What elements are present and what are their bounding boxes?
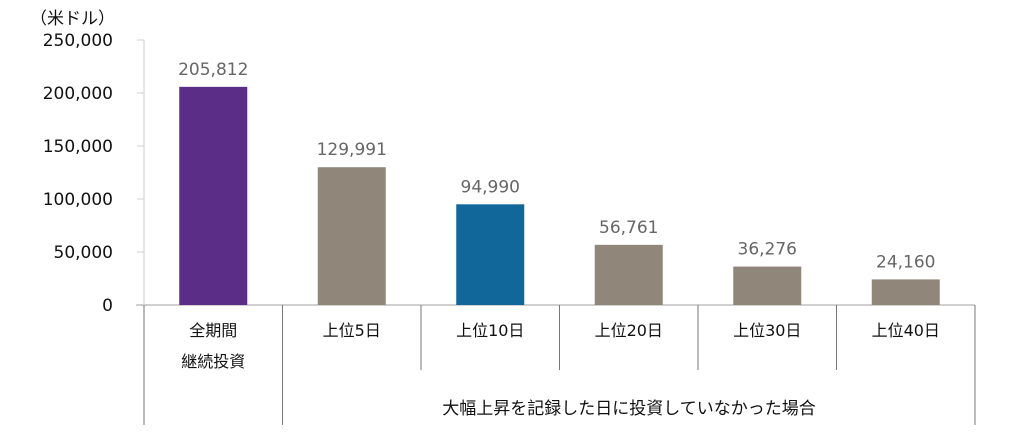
y-tick-label: 200,000 <box>43 84 113 104</box>
data-label: 56,761 <box>599 218 658 238</box>
y-tick-label: 100,000 <box>43 190 113 210</box>
category-label: 上位5日 <box>323 321 381 340</box>
y-tick-label: 150,000 <box>43 137 113 157</box>
category-label: 継続投資 <box>181 352 245 371</box>
bar <box>179 86 248 305</box>
category-label: 上位30日 <box>733 321 801 340</box>
bar <box>456 204 525 305</box>
category-label: 上位40日 <box>872 321 940 340</box>
y-tick-label: 250,000 <box>43 31 113 51</box>
bar <box>317 167 386 305</box>
group-label: 大幅上昇を記録した日に投資していなかった場合 <box>442 399 816 419</box>
data-label: 36,276 <box>738 240 797 260</box>
y-tick-label: 50,000 <box>54 243 113 263</box>
data-label: 205,812 <box>178 60 248 80</box>
bar <box>871 279 940 305</box>
category-label: 上位20日 <box>595 321 663 340</box>
data-label: 129,991 <box>317 140 387 160</box>
category-label: 上位10日 <box>456 321 524 340</box>
bar <box>594 244 663 305</box>
bar <box>733 266 802 305</box>
data-label: 94,990 <box>461 177 520 197</box>
y-tick-label: 0 <box>102 296 113 316</box>
y-axis-unit-label: （米ドル） <box>30 9 115 29</box>
data-label: 24,160 <box>876 252 935 272</box>
category-label: 全期間 <box>189 321 237 340</box>
